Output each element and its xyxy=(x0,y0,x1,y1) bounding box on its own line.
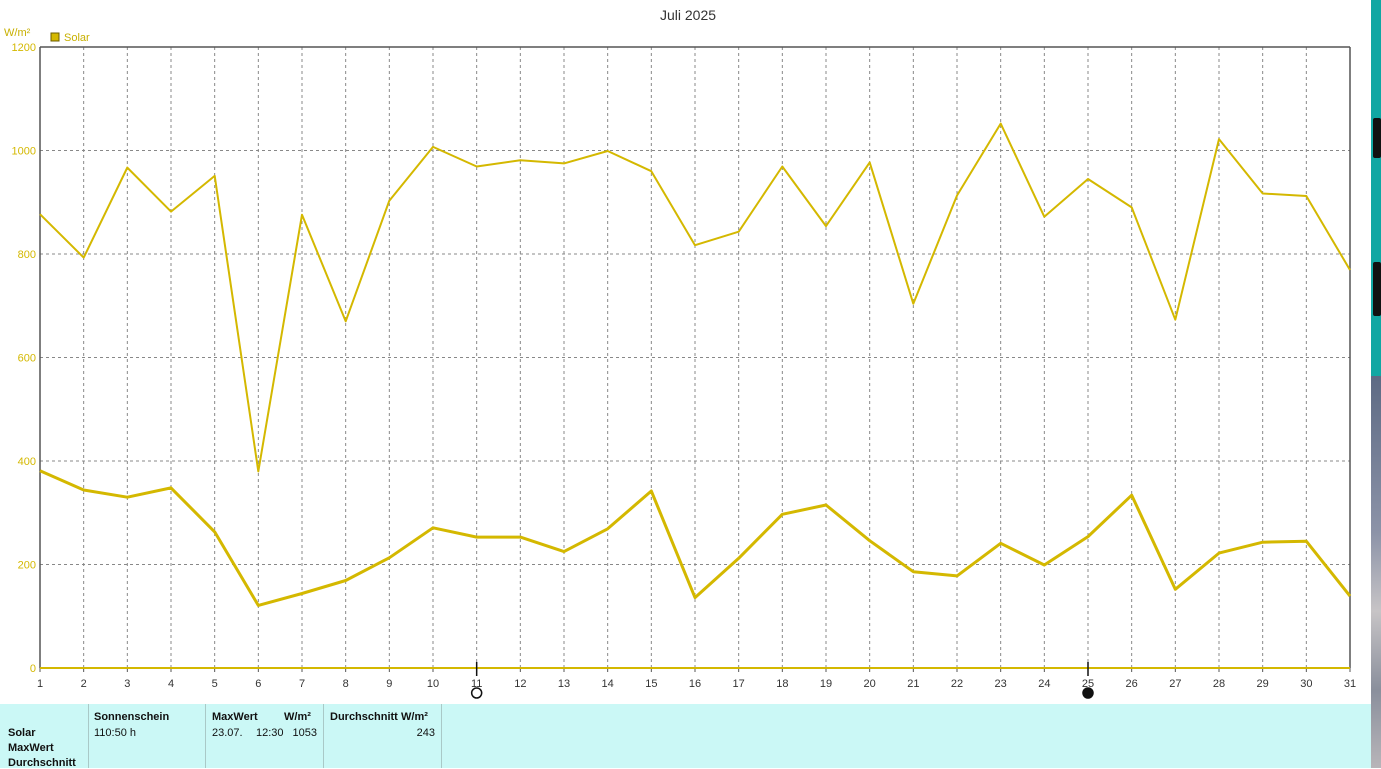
column-divider xyxy=(205,704,206,768)
series xyxy=(39,122,1352,607)
x-tick-label: 12 xyxy=(514,678,526,690)
column-divider xyxy=(88,704,89,768)
y-tick-label: 600 xyxy=(18,353,36,365)
column-divider xyxy=(441,704,442,768)
moon-markers xyxy=(470,662,1094,699)
legend-swatch xyxy=(50,32,60,42)
row-label-maxwert: MaxWert xyxy=(8,742,54,754)
y-axis-unit: W/m² xyxy=(4,27,31,39)
x-tick-label: 18 xyxy=(776,678,788,690)
chart-title: Juli 2025 xyxy=(660,7,716,23)
x-tick-label: 7 xyxy=(299,678,305,690)
x-tick-label: 8 xyxy=(343,678,349,690)
maxwert-unit-header: W/m² xyxy=(284,711,311,723)
max-date: 23.07. xyxy=(212,727,243,739)
max-time: 12:30 xyxy=(256,727,284,739)
x-tick-label: 31 xyxy=(1344,678,1356,690)
x-tick-label: 29 xyxy=(1257,678,1269,690)
max-value: 1053 xyxy=(292,727,317,739)
daily-mean-line xyxy=(39,469,1352,607)
y-tick-label: 400 xyxy=(18,456,36,468)
x-tick-label: 3 xyxy=(124,678,130,690)
x-tick-label: 5 xyxy=(212,678,218,690)
x-tick-label: 21 xyxy=(907,678,919,690)
x-tick-label: 28 xyxy=(1213,678,1225,690)
sunshine-value: 110:50 h xyxy=(94,727,137,739)
maxwert-header: MaxWert xyxy=(212,711,258,723)
row-label-solar: Solar xyxy=(8,727,36,739)
durchschnitt-unit-header: W/m² xyxy=(401,711,428,723)
y-tick-label: 200 xyxy=(18,560,36,572)
strip-glyph xyxy=(1373,262,1381,316)
x-tick-label: 13 xyxy=(558,678,570,690)
new-moon-icon xyxy=(1082,687,1094,699)
legend-label: Solar xyxy=(64,32,90,44)
side-photo-strip xyxy=(1371,376,1381,768)
grid xyxy=(40,47,1350,668)
x-tick-label: 19 xyxy=(820,678,832,690)
x-tick-label: 22 xyxy=(951,678,963,690)
full-moon-icon xyxy=(470,687,483,699)
statistics-panel: Sonnenschein MaxWert W/m² Durchschnitt W… xyxy=(0,704,1371,769)
x-tick-label: 9 xyxy=(386,678,392,690)
x-tick-label: 2 xyxy=(81,678,87,690)
x-tick-label: 10 xyxy=(427,678,439,690)
x-tick-label: 1 xyxy=(37,678,43,690)
x-tick-label: 14 xyxy=(602,678,614,690)
column-divider xyxy=(323,704,324,768)
y-tick-label: 1200 xyxy=(12,42,36,54)
sunshine-header: Sonnenschein xyxy=(94,711,170,723)
average-value: 243 xyxy=(416,727,435,739)
strip-glyph xyxy=(1373,118,1381,158)
x-tick-label: 27 xyxy=(1169,678,1181,690)
x-tick-label: 6 xyxy=(255,678,261,690)
x-tick-label: 17 xyxy=(733,678,745,690)
y-tick-label: 1000 xyxy=(12,146,36,158)
x-tick-label: 25 xyxy=(1082,678,1094,690)
x-tick-label: 26 xyxy=(1126,678,1138,690)
x-tick-label: 20 xyxy=(864,678,876,690)
x-tick-label: 11 xyxy=(471,678,482,690)
x-tick-label: 24 xyxy=(1038,678,1050,690)
daily-max-line xyxy=(39,122,1351,473)
x-tick-label: 15 xyxy=(645,678,657,690)
chart: Juli 2025 W/m² Solar 0200400600800100012… xyxy=(4,7,1357,699)
y-tick-label: 0 xyxy=(30,663,36,675)
x-tick-label: 30 xyxy=(1300,678,1312,690)
x-tick-label: 4 xyxy=(168,678,174,690)
durchschnitt-header: Durchschnitt xyxy=(330,711,398,723)
x-tick-label: 23 xyxy=(995,678,1007,690)
row-label-durchschnitt: Durchschnitt xyxy=(8,757,76,769)
x-tick-label: 16 xyxy=(689,678,701,690)
y-tick-label: 800 xyxy=(18,249,36,261)
